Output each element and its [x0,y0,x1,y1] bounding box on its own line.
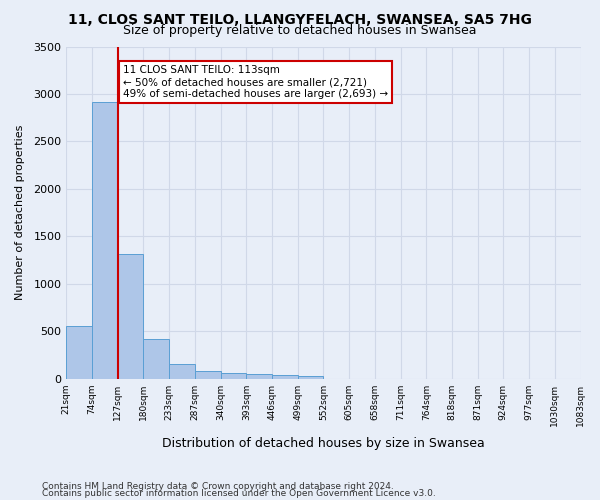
Text: Size of property relative to detached houses in Swansea: Size of property relative to detached ho… [123,24,477,37]
Bar [298,376,323,379]
Bar [195,371,221,379]
Text: Contains HM Land Registry data © Crown copyright and database right 2024.: Contains HM Land Registry data © Crown c… [42,482,394,491]
Text: 11 CLOS SANT TEILO: 113sqm
← 50% of detached houses are smaller (2,721)
49% of s: 11 CLOS SANT TEILO: 113sqm ← 50% of deta… [123,66,388,98]
Bar [272,374,298,379]
Bar [246,374,272,379]
Bar [92,102,118,379]
Text: Contains public sector information licensed under the Open Government Licence v3: Contains public sector information licen… [42,488,436,498]
Bar [67,326,92,379]
Text: 11, CLOS SANT TEILO, LLANGYFELACH, SWANSEA, SA5 7HG: 11, CLOS SANT TEILO, LLANGYFELACH, SWANS… [68,12,532,26]
Y-axis label: Number of detached properties: Number of detached properties [15,125,25,300]
Bar [118,254,143,379]
Bar [169,364,195,379]
Bar [143,340,169,379]
X-axis label: Distribution of detached houses by size in Swansea: Distribution of detached houses by size … [162,437,485,450]
Bar [221,373,246,379]
